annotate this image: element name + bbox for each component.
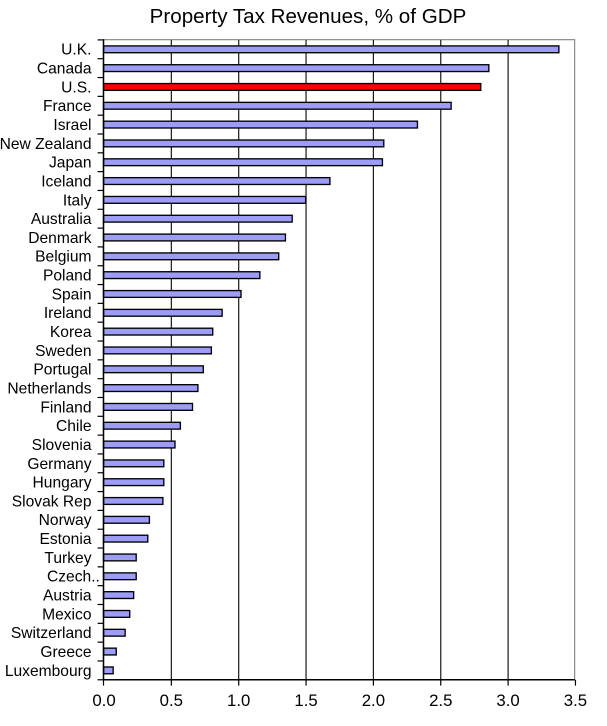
svg-text:Italy: Italy bbox=[63, 192, 92, 209]
svg-text:Denmark: Denmark bbox=[28, 230, 91, 247]
svg-text:Switzerland: Switzerland bbox=[11, 625, 92, 642]
svg-text:Mexico: Mexico bbox=[42, 606, 92, 623]
svg-text:1.5: 1.5 bbox=[294, 691, 317, 710]
svg-text:3.5: 3.5 bbox=[564, 691, 587, 710]
svg-text:Slovenia: Slovenia bbox=[32, 437, 92, 454]
svg-text:1.0: 1.0 bbox=[227, 691, 250, 710]
svg-text:Poland: Poland bbox=[43, 268, 92, 285]
svg-text:Iceland: Iceland bbox=[41, 173, 91, 190]
svg-text:Ireland: Ireland bbox=[44, 305, 92, 322]
svg-text:Australia: Australia bbox=[31, 211, 92, 228]
svg-text:U.S.: U.S. bbox=[61, 79, 91, 96]
svg-text:Sweden: Sweden bbox=[35, 343, 91, 360]
svg-text:Czech..: Czech.. bbox=[47, 569, 100, 586]
svg-text:Property Tax Revenues, % of GD: Property Tax Revenues, % of GDP bbox=[150, 5, 467, 28]
svg-text:0.5: 0.5 bbox=[160, 691, 183, 710]
svg-text:2.5: 2.5 bbox=[429, 691, 452, 710]
svg-text:Korea: Korea bbox=[50, 324, 92, 341]
svg-text:Hungary: Hungary bbox=[33, 475, 92, 492]
svg-text:Slovak Rep: Slovak Rep bbox=[12, 493, 92, 510]
svg-text:Japan: Japan bbox=[49, 155, 92, 172]
svg-text:Germany: Germany bbox=[27, 456, 91, 473]
svg-text:Israel: Israel bbox=[53, 117, 91, 134]
svg-text:Spain: Spain bbox=[52, 286, 92, 303]
svg-text:Luxembourg: Luxembourg bbox=[5, 663, 92, 680]
svg-text:Turkey: Turkey bbox=[44, 550, 91, 567]
svg-text:Chile: Chile bbox=[56, 418, 92, 435]
svg-text:Norway: Norway bbox=[39, 512, 92, 529]
svg-text:2.0: 2.0 bbox=[362, 691, 385, 710]
svg-text:Finland: Finland bbox=[40, 399, 91, 416]
svg-text:0.0: 0.0 bbox=[92, 691, 115, 710]
svg-text:3.0: 3.0 bbox=[496, 691, 519, 710]
svg-text:Belgium: Belgium bbox=[35, 249, 91, 266]
svg-text:New Zealand: New Zealand bbox=[0, 136, 92, 153]
svg-text:Austria: Austria bbox=[43, 587, 92, 604]
svg-text:Netherlands: Netherlands bbox=[7, 380, 91, 397]
svg-text:France: France bbox=[43, 98, 92, 115]
svg-text:Estonia: Estonia bbox=[39, 531, 91, 548]
svg-text:Canada: Canada bbox=[37, 61, 92, 78]
svg-text:Greece: Greece bbox=[40, 644, 91, 661]
svg-text:Portugal: Portugal bbox=[33, 362, 91, 379]
svg-text:U.K.: U.K. bbox=[61, 42, 91, 59]
